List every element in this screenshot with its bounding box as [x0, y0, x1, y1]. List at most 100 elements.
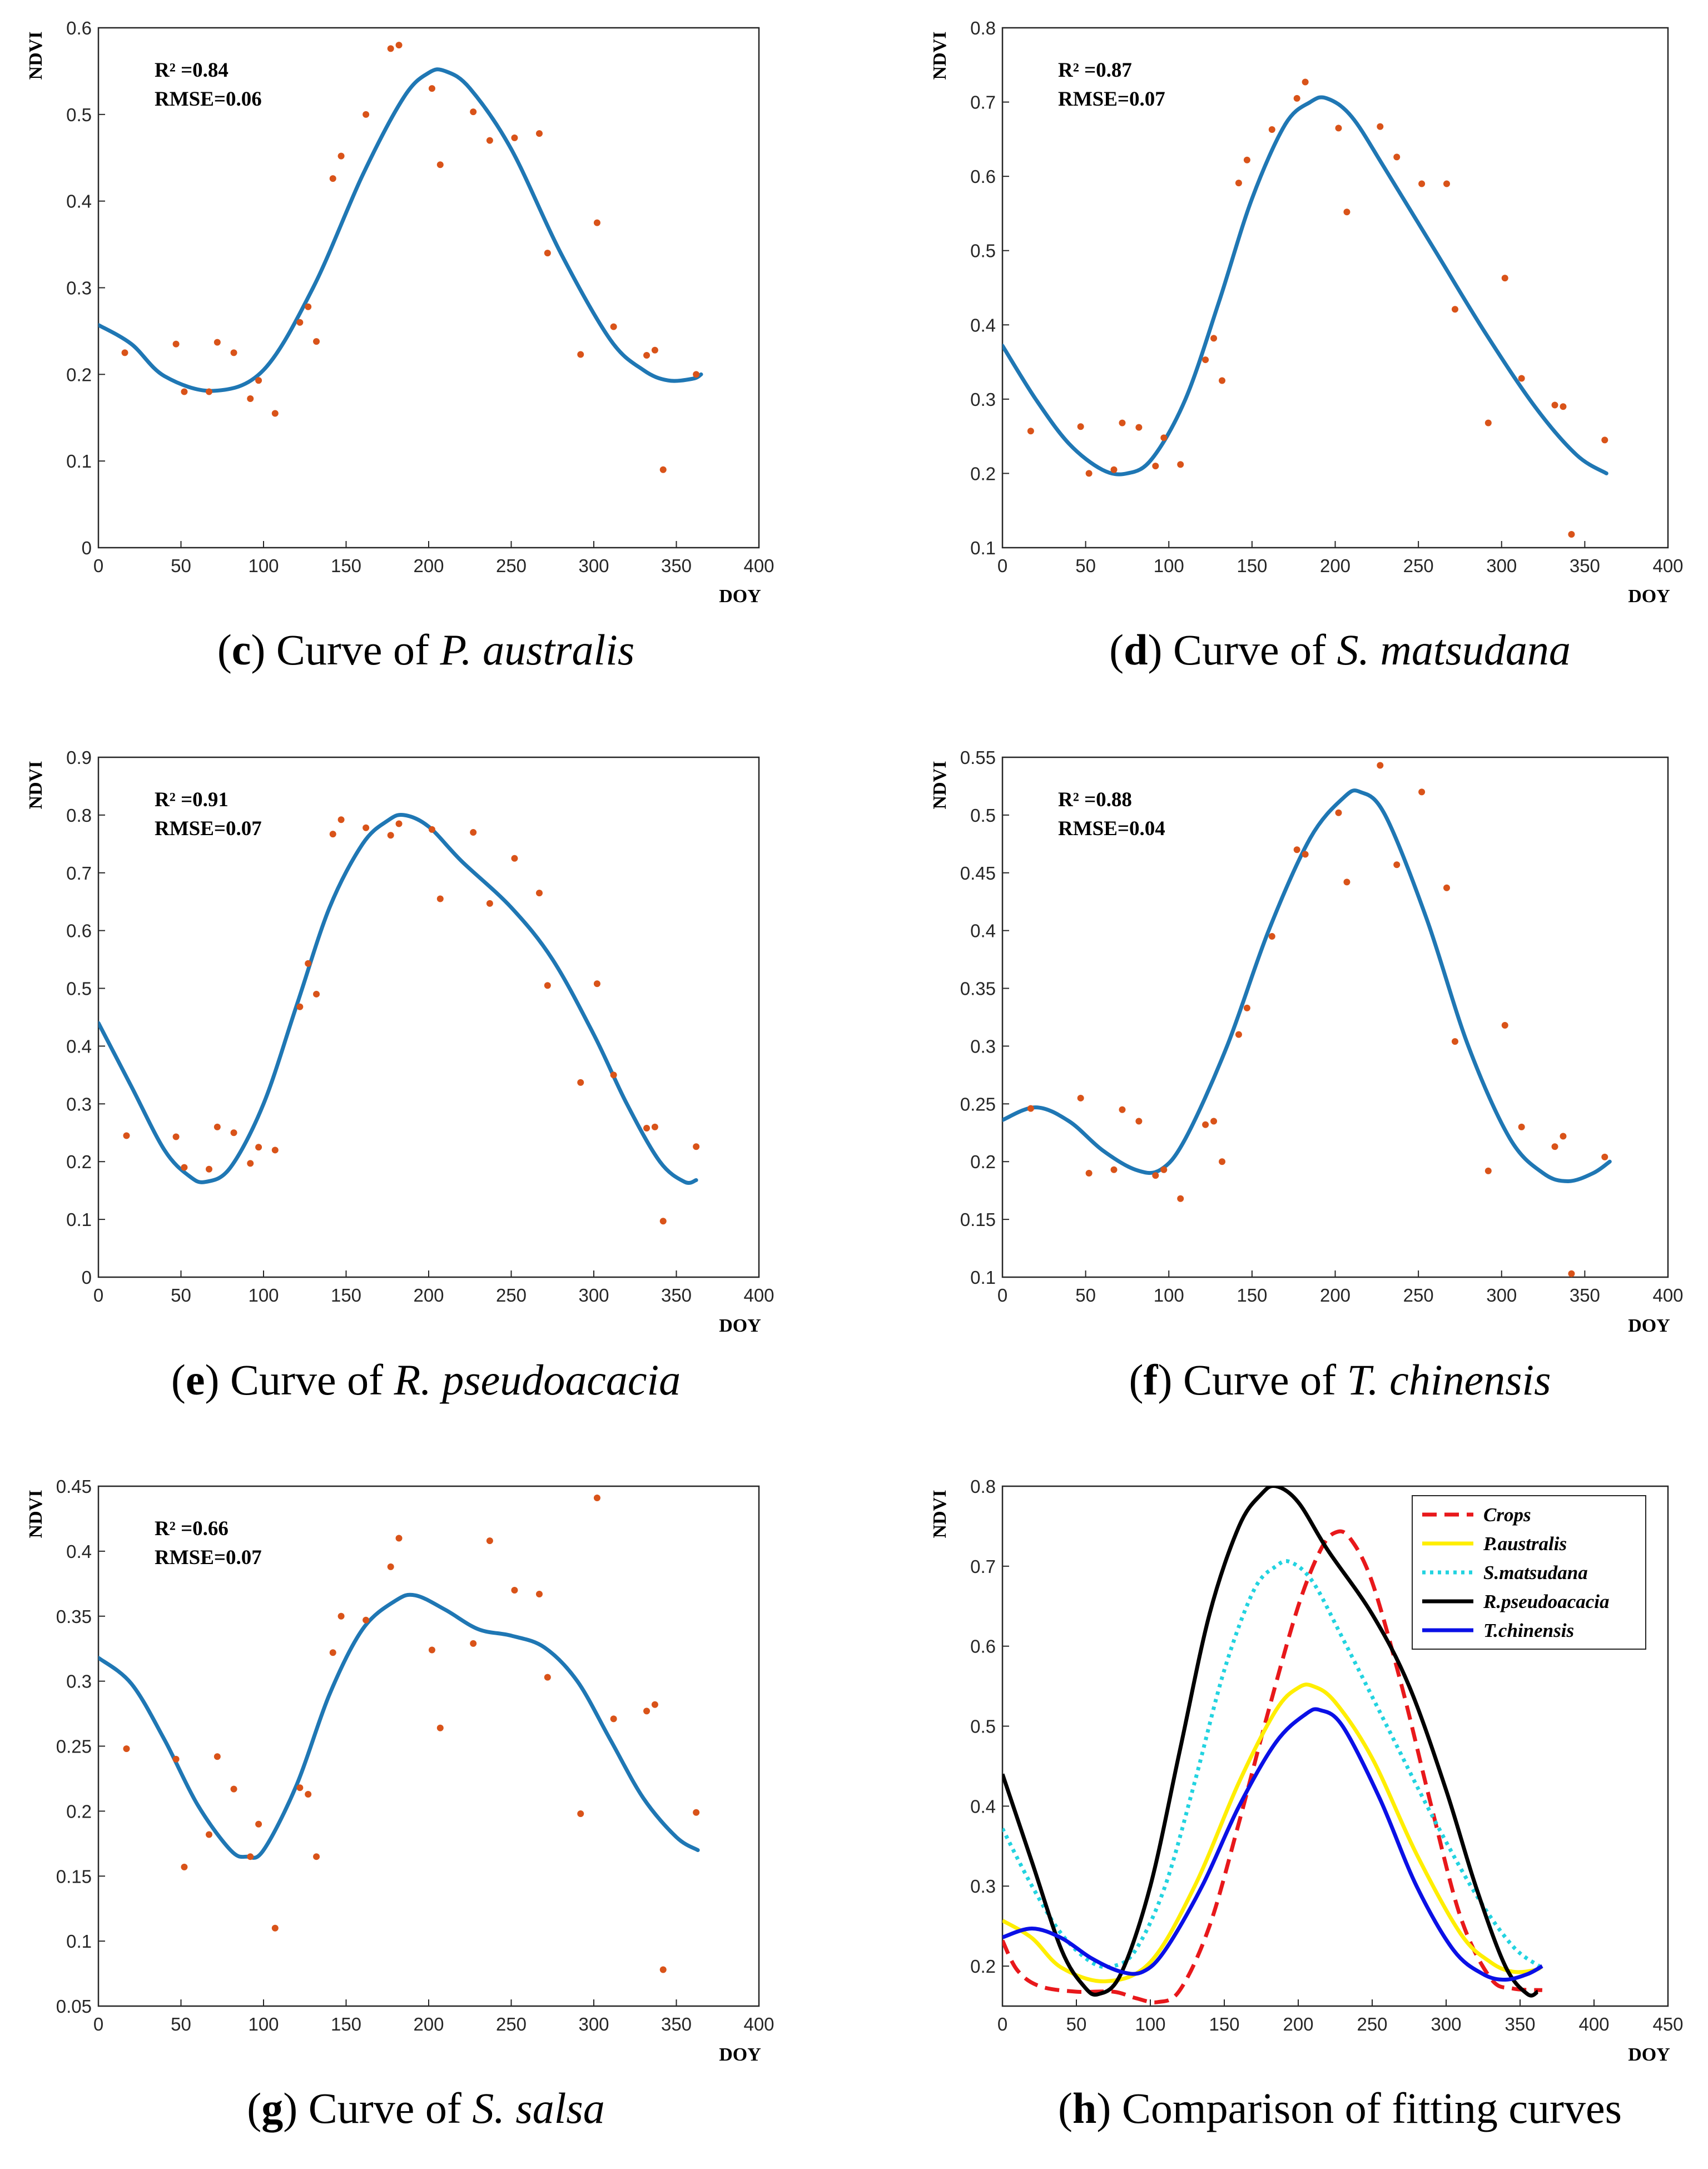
x-axis-label: DOY: [719, 1316, 761, 1336]
y-tick-label: 0.5: [66, 105, 92, 125]
ndvi-point: [337, 1612, 345, 1620]
x-tick-label: 150: [1237, 1285, 1267, 1306]
x-tick-label: 100: [1154, 1285, 1184, 1306]
caption-species: R. pseudoacacia: [394, 1356, 681, 1404]
rmse-label: RMSE=0.07: [155, 817, 262, 840]
caption-prefix: Curve of: [276, 626, 429, 674]
ndvi-point: [363, 824, 370, 831]
x-tick-label: 50: [171, 555, 191, 576]
ndvi-point: [486, 900, 493, 907]
fitted-curve: [98, 67, 703, 393]
x-tick-label: 400: [743, 2014, 774, 2034]
legend-label: R.pseudoacacia: [1483, 1591, 1610, 1612]
y-tick-label: 0.35: [960, 979, 996, 999]
ndvi-point: [387, 832, 394, 839]
axes-frame: [1001, 27, 1669, 549]
ndvi-point: [1077, 1094, 1084, 1101]
ndvi-point: [1343, 209, 1350, 216]
ndvi-point: [172, 1755, 180, 1763]
ndvi-point: [1152, 463, 1159, 470]
caption-prefix: Curve of: [230, 1356, 383, 1404]
y-tick-label: 0.8: [970, 18, 996, 38]
x-tick-label: 250: [1403, 1285, 1434, 1306]
x-tick-label: 350: [1570, 555, 1600, 576]
ndvi-point: [1518, 375, 1525, 382]
x-tick-label: 300: [1486, 1285, 1517, 1306]
y-tick-label: 0.9: [66, 747, 92, 768]
y-tick-label: 0.6: [970, 1636, 996, 1657]
ndvi-point: [1484, 419, 1492, 426]
x-tick-label: 50: [171, 1285, 191, 1306]
x-tick-label: 200: [413, 555, 444, 576]
caption-species: S. matsudana: [1337, 626, 1571, 674]
y-tick-label: 0.3: [970, 389, 996, 410]
x-tick-label: 150: [331, 1285, 361, 1306]
ndvi-point: [577, 1810, 584, 1818]
ndvi-point: [544, 982, 551, 989]
legend-label: Crops: [1483, 1504, 1531, 1526]
axes-frame: [1001, 756, 1669, 1278]
y-tick-label: 0.05: [56, 1996, 92, 2017]
x-tick-label: 0: [93, 555, 103, 576]
x-tick-label: 250: [496, 2014, 527, 2034]
series-line-crops: [1002, 1529, 1543, 2004]
panel-c: 0 50 100 150 200 250 300 350 400 0 0.1 0.2 0.3 0.4 0.5…: [26, 18, 774, 674]
r-squared-label: R² =0.87: [1058, 59, 1132, 82]
ndvi-point: [363, 111, 370, 118]
ndvi-point: [313, 1853, 320, 1860]
ndvi-point: [535, 890, 543, 897]
ndvi-point: [651, 1701, 658, 1708]
ndvi-point: [305, 1790, 312, 1798]
ndvi-point: [123, 1132, 130, 1139]
ndvi-point: [1085, 470, 1093, 477]
y-tick-label: 0.2: [970, 463, 996, 484]
ndvi-point: [230, 349, 237, 356]
x-tick-label: 200: [413, 2014, 444, 2034]
ndvi-point: [436, 161, 444, 168]
ndvi-point: [486, 137, 493, 144]
ndvi-point: [305, 303, 312, 310]
x-tick-label: 100: [248, 2014, 279, 2034]
ndvi-point: [387, 45, 394, 52]
y-tick-label: 0.45: [960, 863, 996, 884]
panel-caption: (g) Curve of S. salsa: [247, 2084, 604, 2132]
ndvi-point: [535, 130, 543, 137]
y-tick-label: 0.7: [66, 863, 92, 884]
y-tick-label: 0.35: [56, 1606, 92, 1627]
ndvi-point: [255, 377, 262, 384]
x-tick-label: 350: [661, 555, 692, 576]
ndvi-point: [1343, 878, 1350, 886]
y-tick-label: 0.5: [66, 979, 92, 999]
ndvi-point: [121, 349, 128, 356]
y-tick-label: 0.3: [970, 1036, 996, 1056]
caption-species: P. australis: [440, 626, 635, 674]
fitted-curve: [98, 1592, 700, 1860]
ndvi-point: [1210, 335, 1218, 342]
y-tick-label: 0.7: [970, 92, 996, 113]
ndvi-point: [1484, 1167, 1492, 1174]
ndvi-point: [337, 816, 345, 823]
ndvi-point: [255, 1820, 262, 1828]
y-axis-label: NDVI: [26, 761, 46, 810]
x-tick-label: 100: [248, 1285, 279, 1306]
ndvi-point: [1443, 180, 1450, 187]
x-tick-label: 400: [1652, 1285, 1683, 1306]
ndvi-point: [693, 371, 700, 378]
ndvi-point: [1451, 1038, 1458, 1045]
ndvi-point: [1268, 126, 1275, 133]
legend-label: T.chinensis: [1483, 1620, 1574, 1641]
legend-box: [1412, 1495, 1646, 1650]
ndvi-point: [1235, 180, 1242, 187]
caption-letter: c: [232, 626, 251, 674]
series-line-r-pseudoacacia: [1002, 1486, 1539, 1998]
y-tick-label: 0.8: [66, 805, 92, 826]
ndvi-point: [296, 1003, 304, 1010]
y-tick-label: 0.4: [66, 1036, 92, 1056]
ndvi-point: [544, 250, 551, 257]
ndvi-point: [470, 1640, 477, 1647]
caption-letter: f: [1144, 1356, 1159, 1404]
y-tick-label: 0.5: [970, 805, 996, 826]
ndvi-point: [1202, 356, 1209, 364]
caption-letter: g: [261, 2084, 283, 2132]
r-squared-label: R² =0.88: [1058, 788, 1132, 811]
